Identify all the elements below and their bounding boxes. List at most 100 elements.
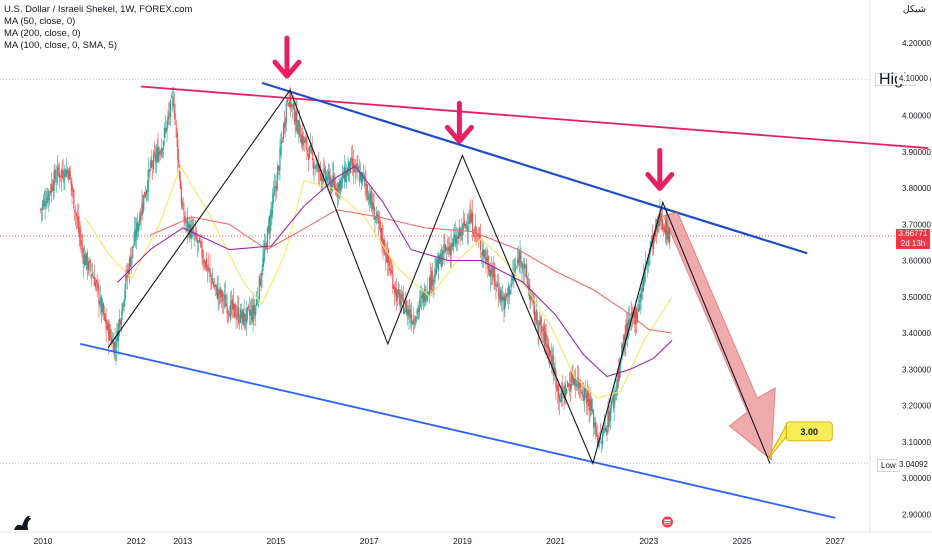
candle-body [55,180,57,181]
candle-body [594,421,596,429]
candle-body [114,341,116,349]
candle-body [283,123,286,128]
callout-label: 3.00 [801,427,819,437]
candle-body [472,212,474,234]
candle-body [299,121,301,137]
candle-body [325,176,328,181]
candle-body [311,148,313,156]
candle-body [390,270,392,272]
candle-body [68,168,70,180]
candle-body [373,204,375,220]
candle-body [116,331,118,348]
candle-body [443,244,445,249]
x-tick-label: 2012 [127,536,146,546]
ma-200-label[interactable]: MA (200, close, 0) [4,28,81,39]
candle-body [143,194,145,211]
candle-body [410,316,412,319]
candle-body [480,238,482,250]
ma-50-label[interactable]: MA (50, close, 0) [4,16,76,27]
candle-body [73,189,75,209]
candle-body [137,224,139,231]
candle-body [419,298,421,308]
candle-body [255,307,257,315]
candle-body [62,171,64,179]
candle-body [412,319,415,324]
candle-body [117,332,119,341]
candle-body [145,190,148,195]
candle-body [463,222,465,224]
candle-body [385,253,387,257]
candle-body [595,427,597,437]
candle-body [346,170,348,176]
candle-body [567,381,569,387]
chart-legend: U.S. Dollar / Israeli Shekel, 1W, FOREX.… [4,4,192,52]
candle-body [276,171,278,191]
candle-body [196,239,199,244]
candle-body [556,385,558,391]
candle-body [633,311,635,319]
candle-body [138,219,140,227]
candle-body [139,216,141,223]
candle-body [99,304,101,306]
grid [0,0,932,533]
candle-body [218,291,220,296]
candle-body [523,267,525,270]
candle-body [262,258,264,272]
candle-body [555,371,557,388]
candle-body [442,250,444,260]
candle-body [126,275,128,277]
ma-100-label[interactable]: MA (100, close, 0, SMA, 5) [4,40,117,51]
candle-body [380,229,382,233]
ma-100-line [117,165,673,378]
candle-body [618,371,620,380]
candle-body [103,313,105,315]
candle-body [67,171,70,178]
candle-body [564,384,566,400]
y-tick-label: 3.20000 [902,402,931,411]
candle-body [148,170,150,173]
x-tick-label: 2021 [546,536,565,546]
candle-body [284,121,286,127]
candle-body [604,428,606,429]
candle-body [459,227,461,236]
candle-body [583,395,585,401]
candle-body [627,319,630,326]
candle-body [496,282,498,284]
candle-body [158,151,160,162]
candle-body [338,182,340,188]
candle-body [498,294,501,300]
candle-body [81,245,83,247]
candle-body [554,367,556,373]
candle-body [200,242,202,244]
tradingview-logo-icon[interactable] [12,512,34,532]
candle-body [359,171,361,182]
candle-body [69,171,71,178]
candle-body [616,385,618,387]
candle-body [290,104,293,107]
candle-body [260,279,262,284]
y-tick-label: 4.00000 [902,112,931,121]
candle-body [113,342,115,355]
candle-body [354,167,356,172]
candle-body [493,267,495,277]
candle-body [288,102,290,107]
candle-body [45,204,47,206]
candle-body [43,198,45,203]
candle-body [51,185,53,191]
axes: 4.20000 4.10000 4.00000 3.90000 3.80000 3.700… [34,39,932,546]
candle-body [647,254,649,265]
candle-body [393,286,395,288]
candle-body [596,435,598,437]
candle-body [212,282,214,283]
candle-body [83,254,86,266]
candle-body [214,285,217,287]
symbol-title[interactable]: U.S. Dollar / Israeli Shekel, 1W, FOREX.… [4,4,193,15]
candle-body [328,172,330,176]
candle-body [403,309,406,314]
candle-body [57,165,59,177]
candle-body [653,232,655,249]
candle-body [519,250,521,264]
candle-body [207,265,209,271]
candle-body [178,159,180,164]
